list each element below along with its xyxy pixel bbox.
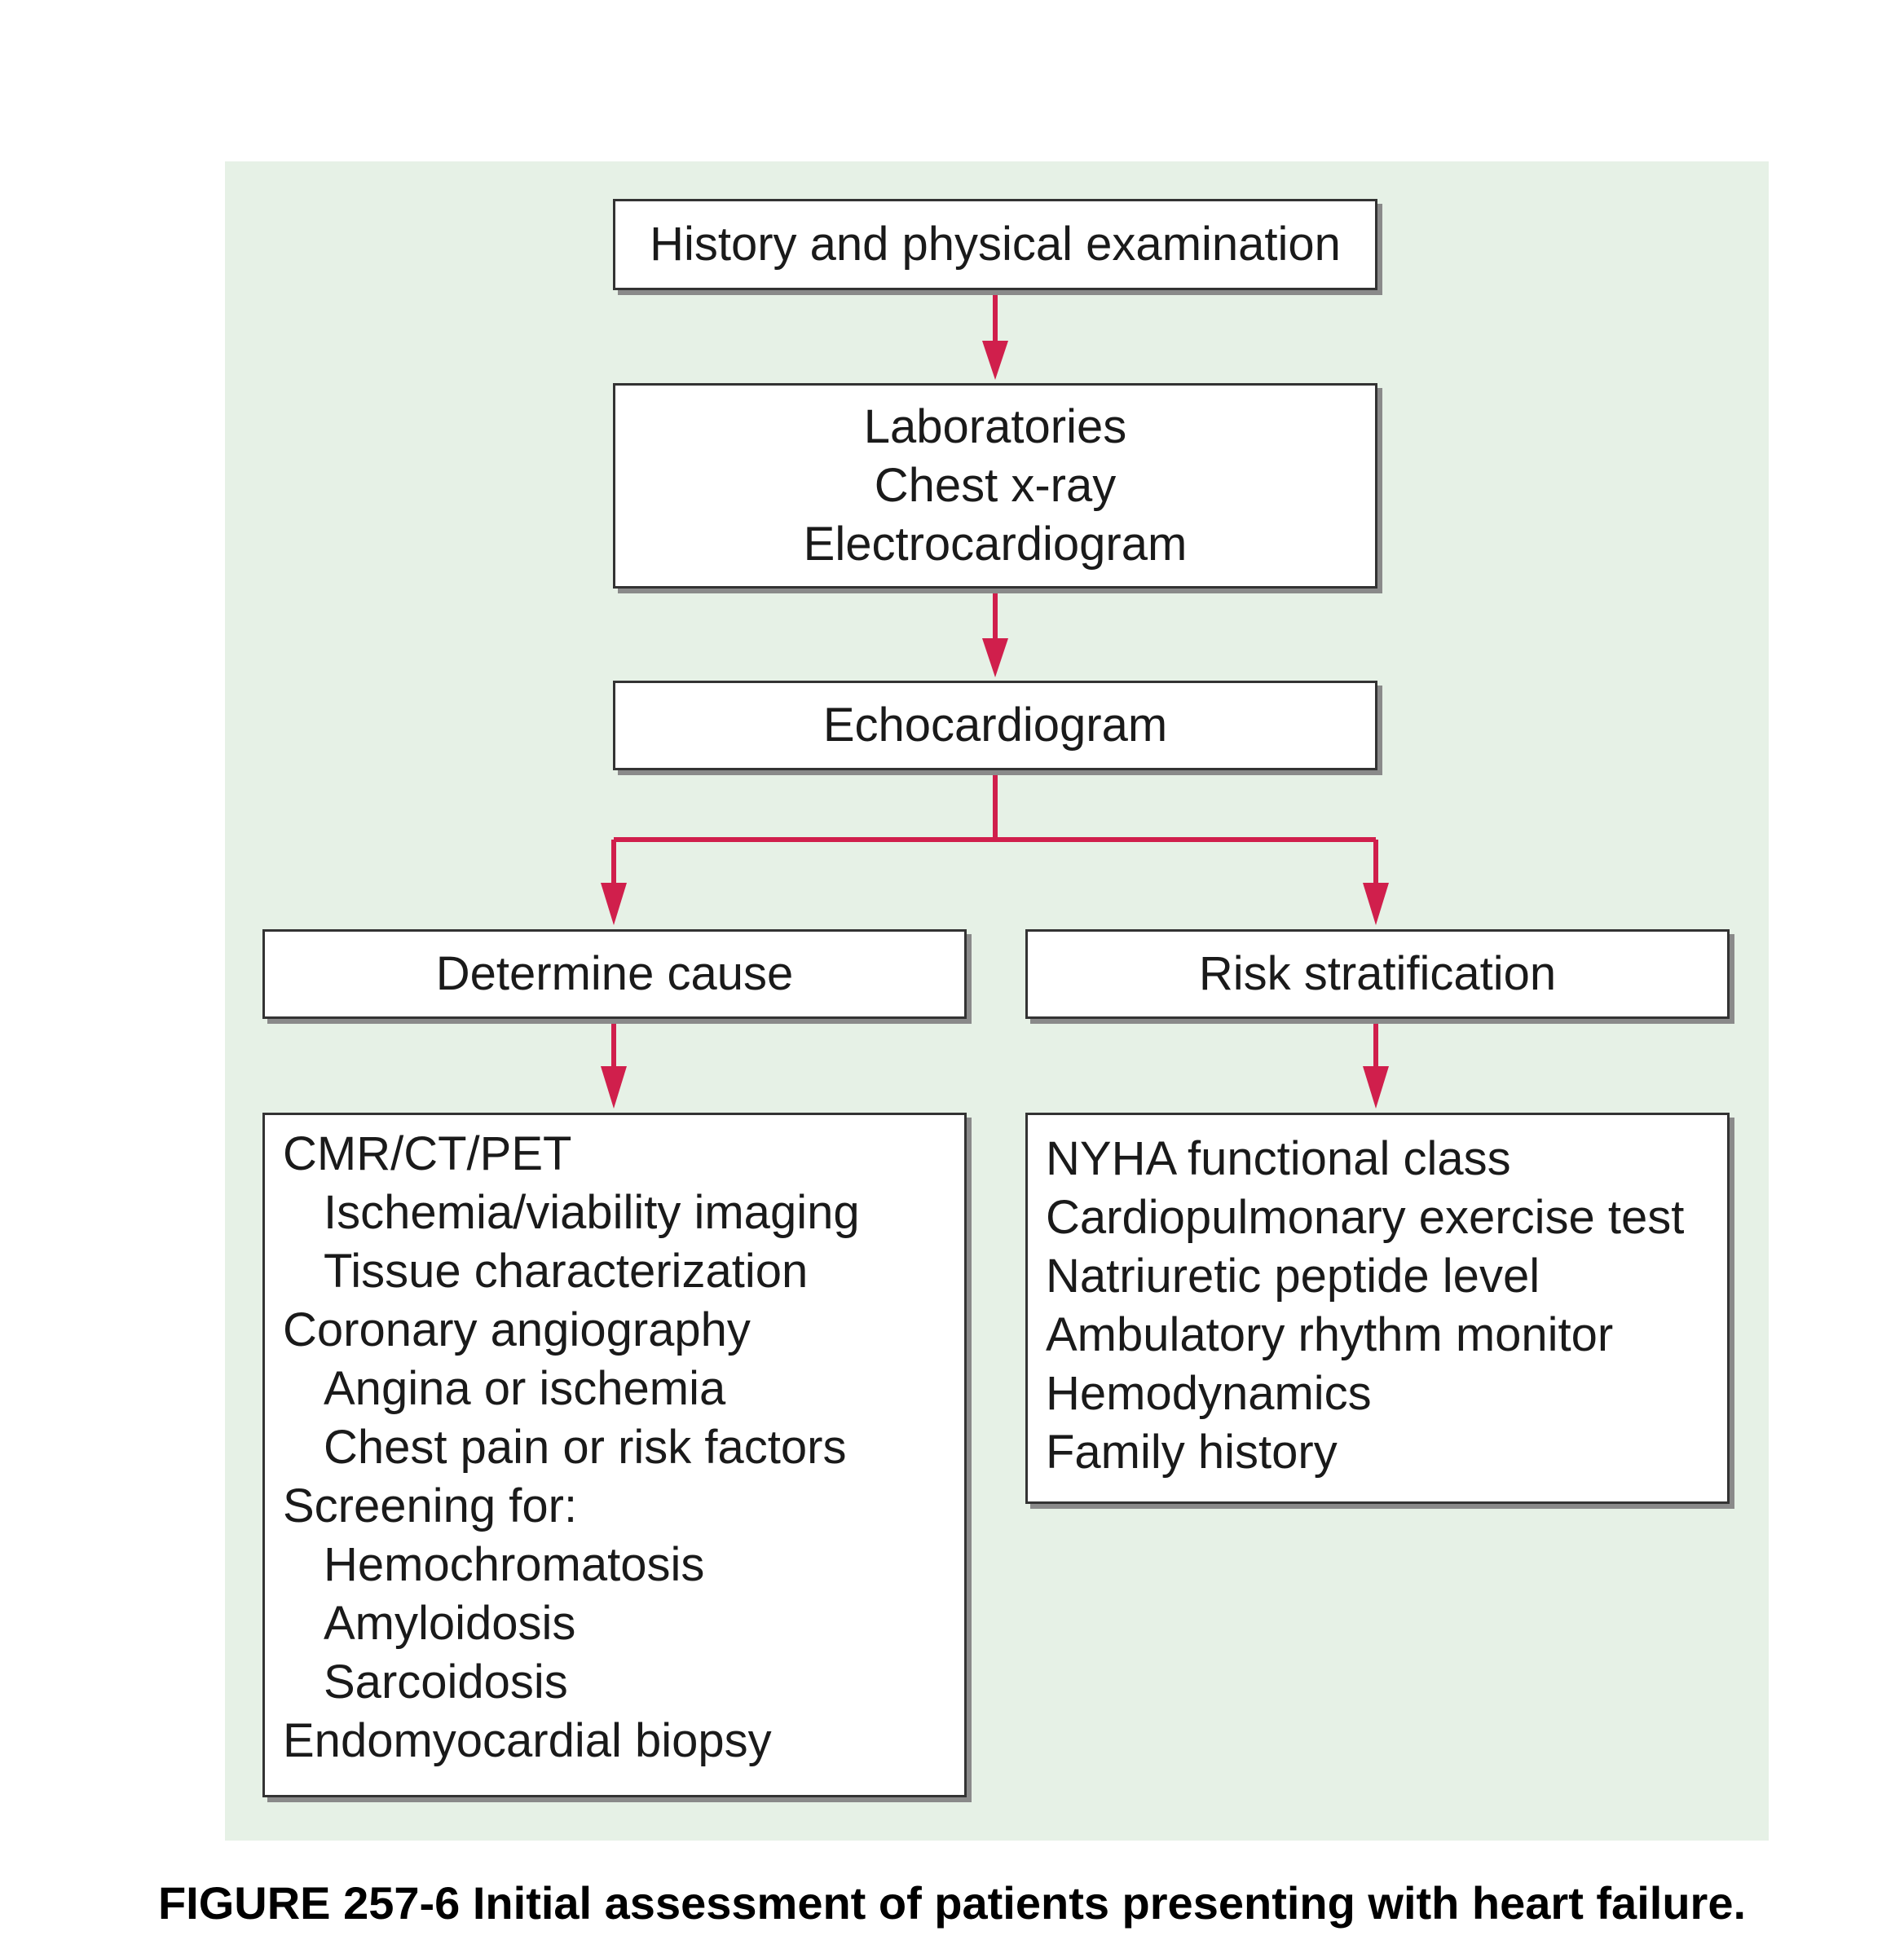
risk-list-box: NYHA functional class Cardiopulmonary exe… [1025,1113,1730,1504]
echo-box: Echocardiogram [613,681,1377,770]
arrowhead-risk-list [1363,1066,1389,1109]
cause-list-item: Tissue characterization [324,1245,809,1298]
arrowhead-echo [982,638,1008,677]
arrowhead-risk [1363,883,1389,925]
cause-list-item: Sarcoidosis [324,1656,568,1709]
risk-stratification-label: Risk stratification [1198,947,1557,1000]
cause-list-item: Coronary angiography [283,1303,751,1356]
arrowhead-cause-list [601,1066,627,1109]
arrowhead-labs [982,341,1008,380]
cause-list-item: Angina or ischemia [324,1362,726,1415]
labs-line-3: Electrocardiogram [803,518,1188,571]
history-box: History and physical examination [613,199,1377,290]
risk-list-item: Natriuretic peptide level [1046,1250,1540,1303]
cause-list-item: Endomyocardial biopsy [283,1714,772,1767]
cause-list-item: CMR/CT/PET [283,1127,572,1180]
risk-list-item: Ambulatory rhythm monitor [1046,1308,1614,1361]
arrowhead-cause [601,883,627,925]
determine-cause-box: Determine cause [262,929,967,1019]
risk-list-item: NYHA functional class [1046,1132,1511,1185]
cause-list-item: Ischemia/viability imaging [324,1186,860,1239]
cause-list-item: Chest pain or risk factors [324,1421,847,1474]
risk-list-item: Cardiopulmonary exercise test [1046,1191,1685,1244]
arrowheads [601,341,1389,1109]
determine-cause-label: Determine cause [435,947,794,1000]
history-label: History and physical examination [650,218,1341,271]
labs-line-1: Laboratories [863,400,1127,453]
cause-list-item: Amyloidosis [324,1597,576,1650]
cause-list: CMR/CT/PET Ischemia/viability imaging Tiss… [283,1125,964,1770]
cause-list-item: Hemochromatosis [324,1538,705,1591]
figure-caption: FIGURE 257-6 Initial assessment of patie… [157,1877,1747,1929]
risk-list-item: Family history [1046,1426,1338,1479]
labs-box: Laboratories Chest x-ray Electrocardiogr… [613,383,1377,589]
labs-line-2: Chest x-ray [874,459,1117,512]
risk-stratification-box: Risk stratification [1025,929,1730,1019]
risk-list: NYHA functional class Cardiopulmonary exe… [1046,1130,1727,1482]
cause-list-item: Screening for: [283,1479,578,1532]
risk-list-item: Hemodynamics [1046,1367,1372,1420]
connector-lines [611,293,1378,1068]
echo-label: Echocardiogram [822,699,1168,752]
cause-list-box: CMR/CT/PET Ischemia/viability imaging Tiss… [262,1113,967,1797]
